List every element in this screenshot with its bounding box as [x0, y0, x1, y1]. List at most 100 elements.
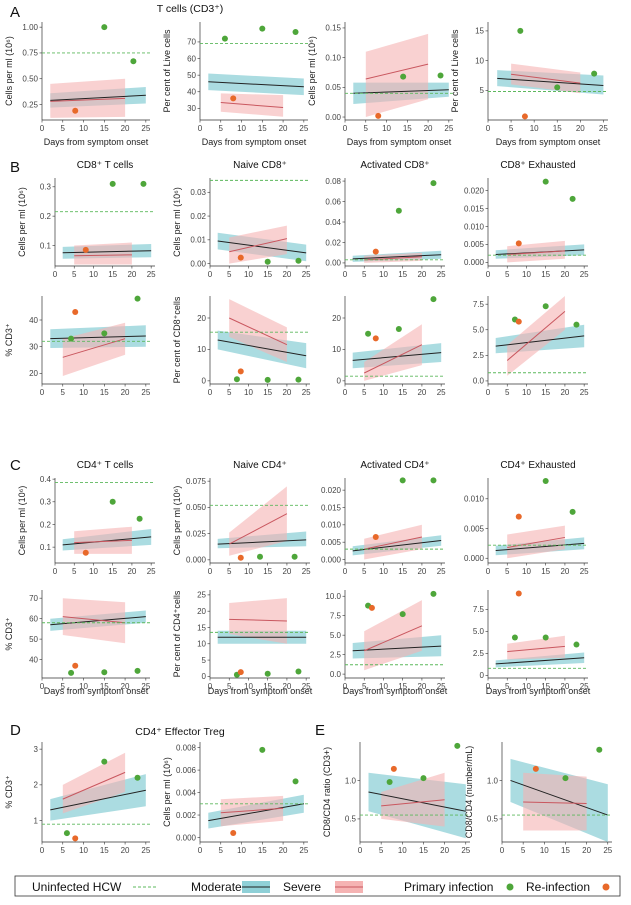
severe-fit-line — [50, 616, 146, 626]
severe-fit-line — [217, 339, 307, 357]
moderate-ci-band — [507, 525, 565, 559]
x-tick-label: 0 — [208, 682, 213, 691]
x-tick-label: 0 — [198, 846, 203, 855]
x-tick-label: 20 — [279, 124, 288, 133]
legend-box — [14, 875, 621, 897]
panel-c4: 0 5 10 15 20 25 0.000 0.005 0.010 CD4⁺ Exhausted — [464, 460, 589, 576]
reinfection-point — [372, 335, 379, 342]
x-axis-label: Days from symptom onset — [486, 686, 591, 696]
moderate-ci-band — [220, 795, 284, 827]
x-tick-label: 15 — [258, 846, 267, 855]
moderate-ci-band — [229, 299, 287, 362]
panel-b8: 0 5 10 15 20 25 0.0 2.5 5.0 7.5 — [473, 296, 589, 397]
y-tick-label: 7.5 — [473, 300, 485, 309]
panel-title: CD4⁺ T cells — [77, 460, 134, 471]
y-tick-label: 0.050 — [186, 503, 207, 512]
y-tick-label: 2 — [34, 781, 39, 790]
primary-infection-point — [291, 553, 298, 560]
x-tick-label: 25 — [437, 682, 446, 691]
moderate-fit-line — [364, 256, 422, 261]
x-axis-label: Days from symptom onset — [44, 137, 149, 147]
x-tick-label: 10 — [398, 846, 407, 855]
x-tick-label: 25 — [603, 846, 612, 855]
x-tick-label: 5 — [227, 388, 232, 397]
x-tick-label: 20 — [560, 567, 569, 576]
x-tick-label: 20 — [282, 388, 291, 397]
x-tick-label: 5 — [227, 270, 232, 279]
x-tick-label: 25 — [141, 682, 150, 691]
x-tick-label: 25 — [580, 270, 589, 279]
x-tick-label: 10 — [79, 124, 88, 133]
y-axis-label: Cells per ml (10⁶) — [172, 187, 182, 257]
severe-fit-line — [217, 539, 307, 545]
x-tick-label: 10 — [79, 388, 88, 397]
reinfection-point — [372, 248, 379, 255]
reinfection-point — [237, 368, 244, 375]
x-tick-label: 5 — [61, 846, 66, 855]
section-title-treg: CD4⁺ Effector Treg — [135, 726, 225, 738]
x-tick-label: 20 — [127, 567, 136, 576]
panel-title: Activated CD4⁺ — [360, 460, 429, 471]
y-tick-label: 20 — [29, 369, 38, 378]
legend: Uninfected HCW Moderate Severe Primary i… — [14, 875, 621, 897]
y-tick-label: 5 — [480, 86, 485, 95]
primary-infection-point — [134, 667, 141, 674]
panel-c1: 0 5 10 15 20 25 0.1 0.2 0.3 0.4 Cells per ml (10⁶)… — [17, 460, 156, 576]
section-title-tcells: T cells (CD3⁺) — [157, 3, 224, 15]
reinfection-point — [230, 830, 237, 837]
y-tick-label: 0.3 — [40, 183, 52, 192]
x-tick-label: 10 — [244, 388, 253, 397]
x-axis-label: Days from symptom onset — [202, 137, 307, 147]
x-tick-label: 25 — [299, 124, 308, 133]
x-tick-label: 0 — [358, 846, 363, 855]
y-tick-label: 3 — [34, 745, 39, 754]
x-tick-label: 5 — [219, 846, 224, 855]
primary-infection-point — [264, 670, 271, 677]
primary-infection-point — [63, 830, 70, 837]
x-tick-label: 0 — [343, 682, 348, 691]
x-tick-label: 20 — [282, 270, 291, 279]
y-tick-label: 0.06 — [325, 197, 341, 206]
panel-c2: 0 5 10 15 20 25 0.000 0.025 0.050 0.075 Cells per … — [172, 460, 311, 576]
x-tick-label: 5 — [362, 270, 367, 279]
x-axis-label: Days from symptom onset — [208, 686, 313, 696]
y-tick-label: 0.01 — [190, 236, 206, 245]
x-tick-label: 25 — [299, 846, 308, 855]
x-tick-label: 10 — [244, 270, 253, 279]
x-tick-label: 5 — [509, 124, 514, 133]
y-axis-label: Cells per ml (10⁶) — [17, 486, 27, 556]
y-tick-label: 0.10 — [325, 53, 341, 62]
primary-infection-point — [542, 477, 549, 484]
x-tick-label: 10 — [244, 682, 253, 691]
primary-infection-point — [569, 508, 576, 515]
x-tick-label: 5 — [505, 388, 510, 397]
moderate-fit-line — [50, 97, 126, 102]
reinfection-point — [521, 113, 528, 120]
x-tick-label: 0 — [53, 270, 58, 279]
severe-fit-line — [217, 240, 307, 254]
y-tick-label: 0.004 — [176, 788, 197, 797]
moderate-fit-line — [507, 536, 566, 549]
primary-infection-point — [101, 669, 108, 676]
legend-hcw-label: Uninfected HCW — [32, 880, 122, 894]
primary-infection-point — [292, 778, 299, 785]
moderate-ci-band — [229, 486, 287, 556]
y-axis-label: Per cent of Live cells — [162, 29, 172, 113]
severe-fit-line — [62, 250, 152, 254]
severe-fit-line — [495, 542, 585, 552]
y-axis-label: Per cent of CD8⁺cells — [172, 296, 182, 383]
x-tick-label: 0 — [40, 846, 45, 855]
panel-title: CD4⁺ Exhausted — [500, 460, 575, 471]
y-tick-label: 0.015 — [321, 503, 342, 512]
x-tick-label: 0 — [40, 388, 45, 397]
x-tick-label: 15 — [263, 270, 272, 279]
section-letter-a: A — [10, 4, 20, 21]
x-tick-label: 0 — [198, 124, 203, 133]
primary-infection-point — [437, 72, 444, 79]
x-tick-label: 20 — [127, 270, 136, 279]
y-tick-label: 15 — [197, 623, 206, 632]
x-tick-label: 15 — [108, 270, 117, 279]
y-tick-label: 0.020 — [464, 186, 485, 195]
y-tick-label: 0.50 — [22, 75, 38, 84]
panel-b6: 0 5 10 15 20 25 0 10 20 Per cent of CD8⁺cells — [172, 296, 311, 397]
